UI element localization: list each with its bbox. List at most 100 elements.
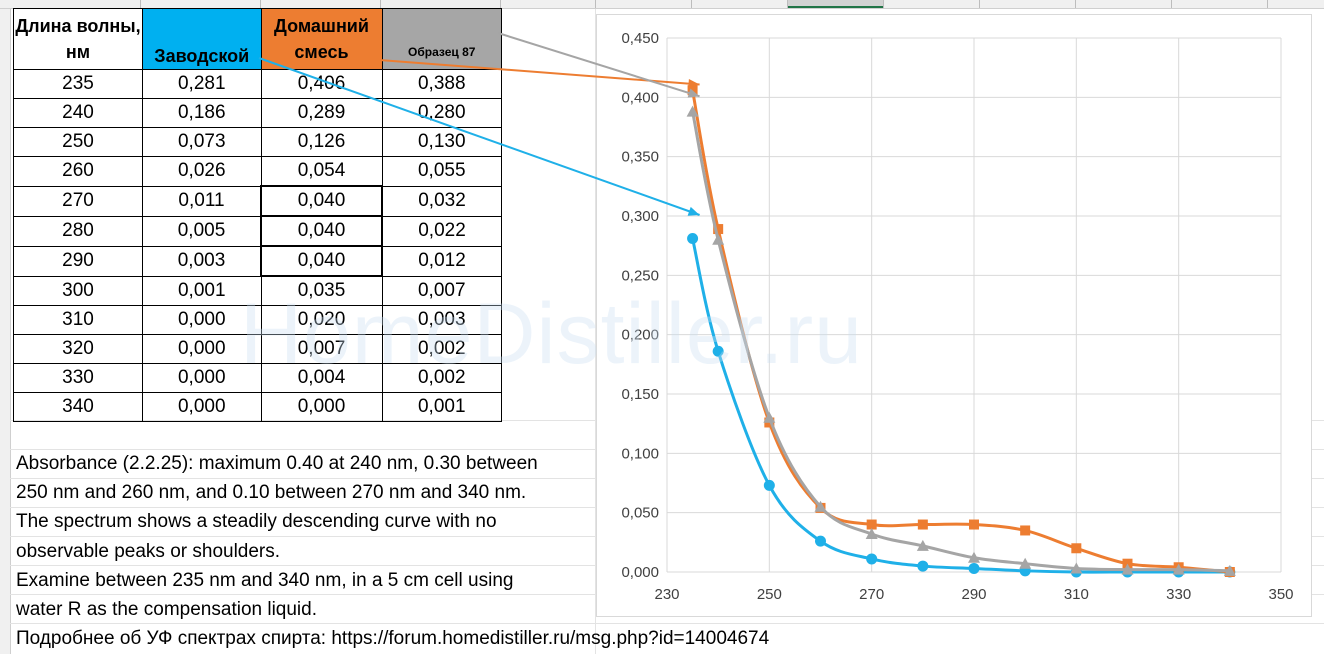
data-point bbox=[969, 519, 979, 530]
cell-domashniy[interactable]: 0,035 bbox=[260, 275, 383, 306]
data-point bbox=[968, 551, 980, 563]
cell-wavelength[interactable]: 310 bbox=[13, 305, 143, 335]
data-point bbox=[712, 233, 725, 245]
note-line[interactable]: Examine between 235 nm and 340 nm, in a … bbox=[16, 569, 514, 591]
column-divider bbox=[883, 0, 884, 8]
cell-domashniy[interactable]: 0,000 bbox=[260, 392, 383, 422]
cell-zavodskoy[interactable]: 0,000 bbox=[142, 363, 262, 393]
y-tick-label: 0,450 bbox=[621, 30, 659, 47]
x-tick-label: 250 bbox=[757, 586, 782, 603]
cell-obrazets[interactable]: 0,007 bbox=[381, 275, 502, 306]
note-line[interactable]: observable peaks or shoulders. bbox=[16, 540, 281, 562]
cell-zavodskoy[interactable]: 0,026 bbox=[142, 156, 262, 187]
cell-domashniy[interactable]: 0,007 bbox=[260, 334, 383, 364]
data-point bbox=[865, 528, 878, 540]
header-obrazets[interactable]: Образец 87 bbox=[381, 8, 502, 70]
header-wavelength[interactable]: Длина волны, нм bbox=[13, 8, 143, 70]
cell-zavodskoy[interactable]: 0,073 bbox=[142, 127, 262, 157]
cell-obrazets[interactable]: 0,003 bbox=[381, 305, 502, 335]
watermark-text: HomeDistiller.ru bbox=[240, 286, 863, 382]
cell-wavelength[interactable]: 340 bbox=[13, 392, 143, 422]
cell-domashniy[interactable]: 0,040 bbox=[260, 215, 383, 247]
data-point bbox=[866, 519, 877, 530]
header-zavodskoy[interactable]: Заводской bbox=[142, 8, 262, 70]
cell-wavelength[interactable]: 300 bbox=[13, 275, 143, 306]
table-row: 270 0,011 0,040 0,032 bbox=[13, 185, 502, 217]
selected-column-header[interactable] bbox=[787, 0, 883, 8]
x-tick-label: 310 bbox=[1064, 586, 1089, 603]
absorbance-table: Длина волны, нм Заводской Домашний смесь… bbox=[13, 8, 502, 422]
column-divider bbox=[595, 0, 596, 8]
y-tick-label: 0,000 bbox=[621, 564, 659, 581]
column-divider bbox=[979, 0, 980, 8]
cell-obrazets[interactable]: 0,002 bbox=[381, 363, 502, 393]
data-point bbox=[687, 85, 698, 96]
x-tick-label: 290 bbox=[961, 586, 986, 603]
row-header-bar bbox=[0, 9, 11, 654]
cell-domashniy[interactable]: 0,004 bbox=[260, 363, 383, 393]
cell-domashniy[interactable]: 0,126 bbox=[260, 127, 383, 157]
chart-area[interactable]: 0,000 0,050 0,100 0,150 0,200 0,250 0,300 0,350… bbox=[596, 14, 1312, 617]
data-point bbox=[1020, 525, 1031, 536]
data-point bbox=[916, 539, 929, 551]
cell-domashniy[interactable]: 0,289 bbox=[260, 98, 383, 128]
cell-obrazets[interactable]: 0,055 bbox=[381, 156, 502, 187]
cell-domashniy[interactable]: 0,040 bbox=[260, 185, 383, 217]
cell-wavelength[interactable]: 290 bbox=[13, 245, 143, 277]
column-divider bbox=[691, 0, 692, 8]
data-point bbox=[866, 553, 878, 565]
data-point bbox=[1121, 563, 1134, 575]
table-row: 260 0,026 0,054 0,055 bbox=[13, 156, 502, 187]
header-domashniy[interactable]: Домашний смесь bbox=[260, 8, 383, 70]
note-line-link[interactable]: Подробнее об УФ спектрах спирта: https:/… bbox=[16, 628, 770, 650]
data-point bbox=[763, 479, 775, 491]
y-tick-label: 0,050 bbox=[621, 505, 659, 522]
data-point bbox=[917, 519, 928, 530]
x-tick-label: 330 bbox=[1166, 586, 1191, 603]
uv-spectrum-chart: 0,000 0,050 0,100 0,150 0,200 0,250 0,300 0,350… bbox=[621, 30, 1293, 603]
cell-wavelength[interactable]: 235 bbox=[13, 69, 143, 99]
cell-wavelength[interactable]: 330 bbox=[13, 363, 143, 393]
note-line[interactable]: water R as the compensation liquid. bbox=[16, 598, 317, 620]
cell-obrazets[interactable]: 0,130 bbox=[381, 127, 502, 157]
cell-zavodskoy[interactable]: 0,011 bbox=[142, 185, 262, 217]
data-point bbox=[815, 535, 826, 547]
column-header-bar bbox=[0, 0, 1324, 9]
column-divider bbox=[260, 0, 261, 8]
cell-gridline bbox=[595, 9, 596, 654]
column-divider bbox=[1171, 0, 1172, 8]
cell-zavodskoy[interactable]: 0,000 bbox=[142, 334, 262, 364]
cell-zavodskoy[interactable]: 0,003 bbox=[142, 245, 262, 277]
column-divider bbox=[787, 0, 788, 8]
cell-zavodskoy[interactable]: 0,186 bbox=[142, 98, 262, 128]
cell-obrazets[interactable]: 0,022 bbox=[381, 215, 502, 247]
cell-obrazets[interactable]: 0,002 bbox=[381, 334, 502, 364]
cell-wavelength[interactable]: 320 bbox=[13, 334, 143, 364]
table-row: 320 0,000 0,007 0,002 bbox=[13, 334, 502, 364]
data-point bbox=[686, 105, 699, 117]
table-row: 300 0,001 0,035 0,007 bbox=[13, 275, 502, 306]
data-point bbox=[968, 562, 980, 574]
y-tick-label: 0,350 bbox=[621, 149, 659, 166]
cell-obrazets[interactable]: 0,001 bbox=[381, 392, 502, 422]
data-point bbox=[712, 345, 724, 357]
note-line[interactable]: Absorbance (2.2.25): maximum 0.40 at 240… bbox=[16, 453, 538, 474]
cell-obrazets[interactable]: 0,012 bbox=[381, 245, 502, 277]
cell-domashniy[interactable]: 0,054 bbox=[260, 156, 383, 187]
note-line[interactable]: 250 nm and 260 nm, and 0.10 between 270 … bbox=[16, 482, 527, 504]
x-tick-label: 230 bbox=[654, 586, 679, 603]
data-point bbox=[763, 411, 776, 423]
cell-obrazets[interactable]: 0,388 bbox=[381, 69, 502, 99]
data-point bbox=[1223, 564, 1236, 576]
cell-wavelength[interactable]: 250 bbox=[13, 127, 143, 157]
annotation-arrow-head bbox=[687, 88, 700, 98]
y-tick-label: 0,300 bbox=[621, 208, 659, 225]
note-line[interactable]: The spectrum shows a steadily descending… bbox=[16, 511, 497, 533]
notes-block: Absorbance (2.2.25): maximum 0.40 at 240… bbox=[16, 449, 769, 653]
cell-domashniy[interactable]: 0,040 bbox=[260, 245, 383, 277]
cell-wavelength[interactable]: 240 bbox=[13, 98, 143, 128]
data-point bbox=[713, 224, 724, 235]
cell-zavodskoy[interactable]: 0,281 bbox=[142, 69, 262, 99]
x-tick-label: 350 bbox=[1268, 586, 1293, 603]
